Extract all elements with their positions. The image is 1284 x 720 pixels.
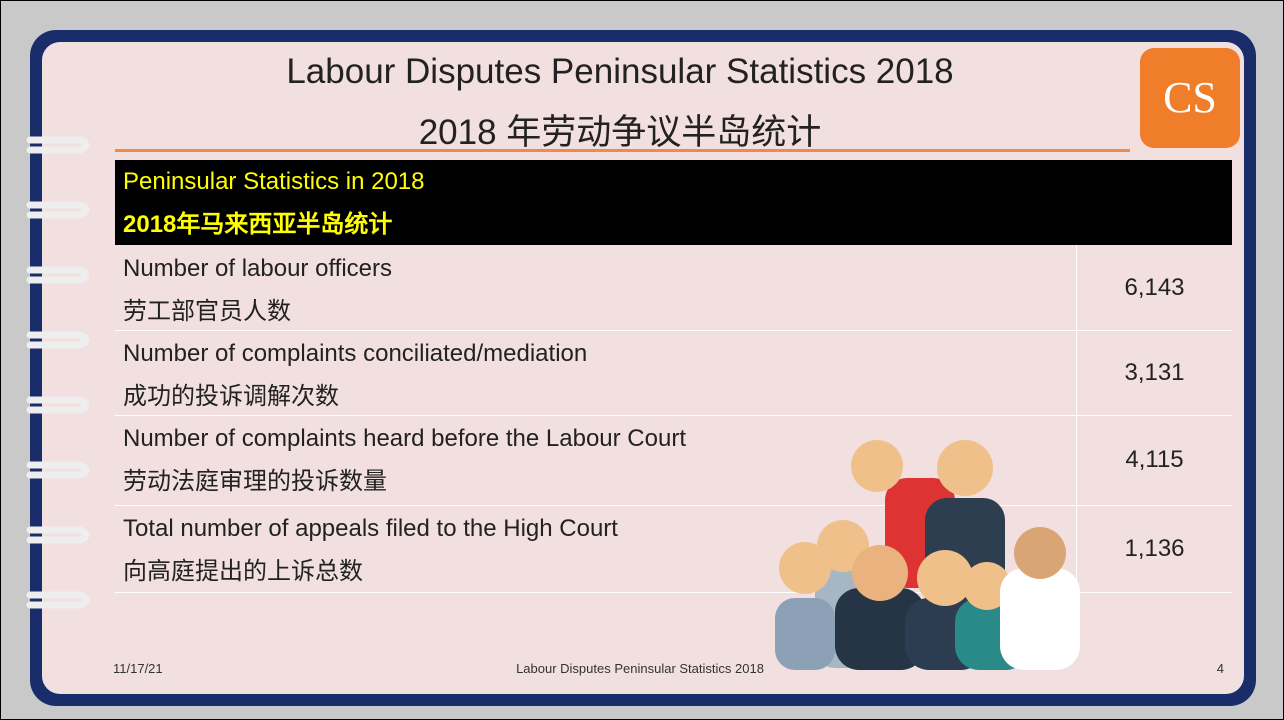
footer-date: 11/17/21 bbox=[113, 661, 163, 676]
table-row: Number of labour officers 劳工部官员人数 6,143 bbox=[115, 245, 1232, 331]
logo: CS bbox=[1140, 48, 1240, 148]
row-value: 4,115 bbox=[1076, 415, 1232, 505]
row-label-zh: 向高庭提出的上诉总数 bbox=[123, 551, 363, 586]
people-illustration bbox=[775, 438, 1085, 670]
row-label-zh: 成功的投诉调解次数 bbox=[123, 376, 339, 411]
page-number: 4 bbox=[1200, 661, 1224, 676]
title-zh: 2018 年劳动争议半岛统计 bbox=[120, 104, 1120, 155]
row-label: Number of labour officers bbox=[123, 255, 392, 283]
header-text: Peninsular Statistics in 2018 bbox=[123, 168, 425, 196]
footer-text: Labour Disputes Peninsular Statistics 20… bbox=[440, 661, 840, 676]
title: Labour Disputes Peninsular Statistics 20… bbox=[120, 52, 1120, 92]
table-header: Peninsular Statistics in 2018 2018年马来西亚半… bbox=[115, 160, 1232, 245]
row-value: 3,131 bbox=[1076, 330, 1232, 415]
row-value: 6,143 bbox=[1076, 245, 1232, 330]
row-label-zh: 劳工部官员人数 bbox=[123, 291, 291, 326]
header-text: 2018年马来西亚半岛统计 bbox=[123, 204, 392, 239]
page: Labour Disputes Peninsular Statistics 20… bbox=[0, 0, 1284, 720]
row-label: Number of complaints conciliated/mediati… bbox=[123, 340, 587, 368]
table-row: Number of complaints conciliated/mediati… bbox=[115, 330, 1232, 416]
row-value: 1,136 bbox=[1076, 505, 1232, 592]
row-label: Number of complaints heard before the La… bbox=[123, 425, 686, 453]
row-label-zh: 劳动法庭审理的投诉数量 bbox=[123, 461, 387, 496]
binder-rings bbox=[0, 0, 110, 720]
row-label: Total number of appeals filed to the Hig… bbox=[123, 515, 618, 543]
title-rule bbox=[115, 149, 1130, 152]
